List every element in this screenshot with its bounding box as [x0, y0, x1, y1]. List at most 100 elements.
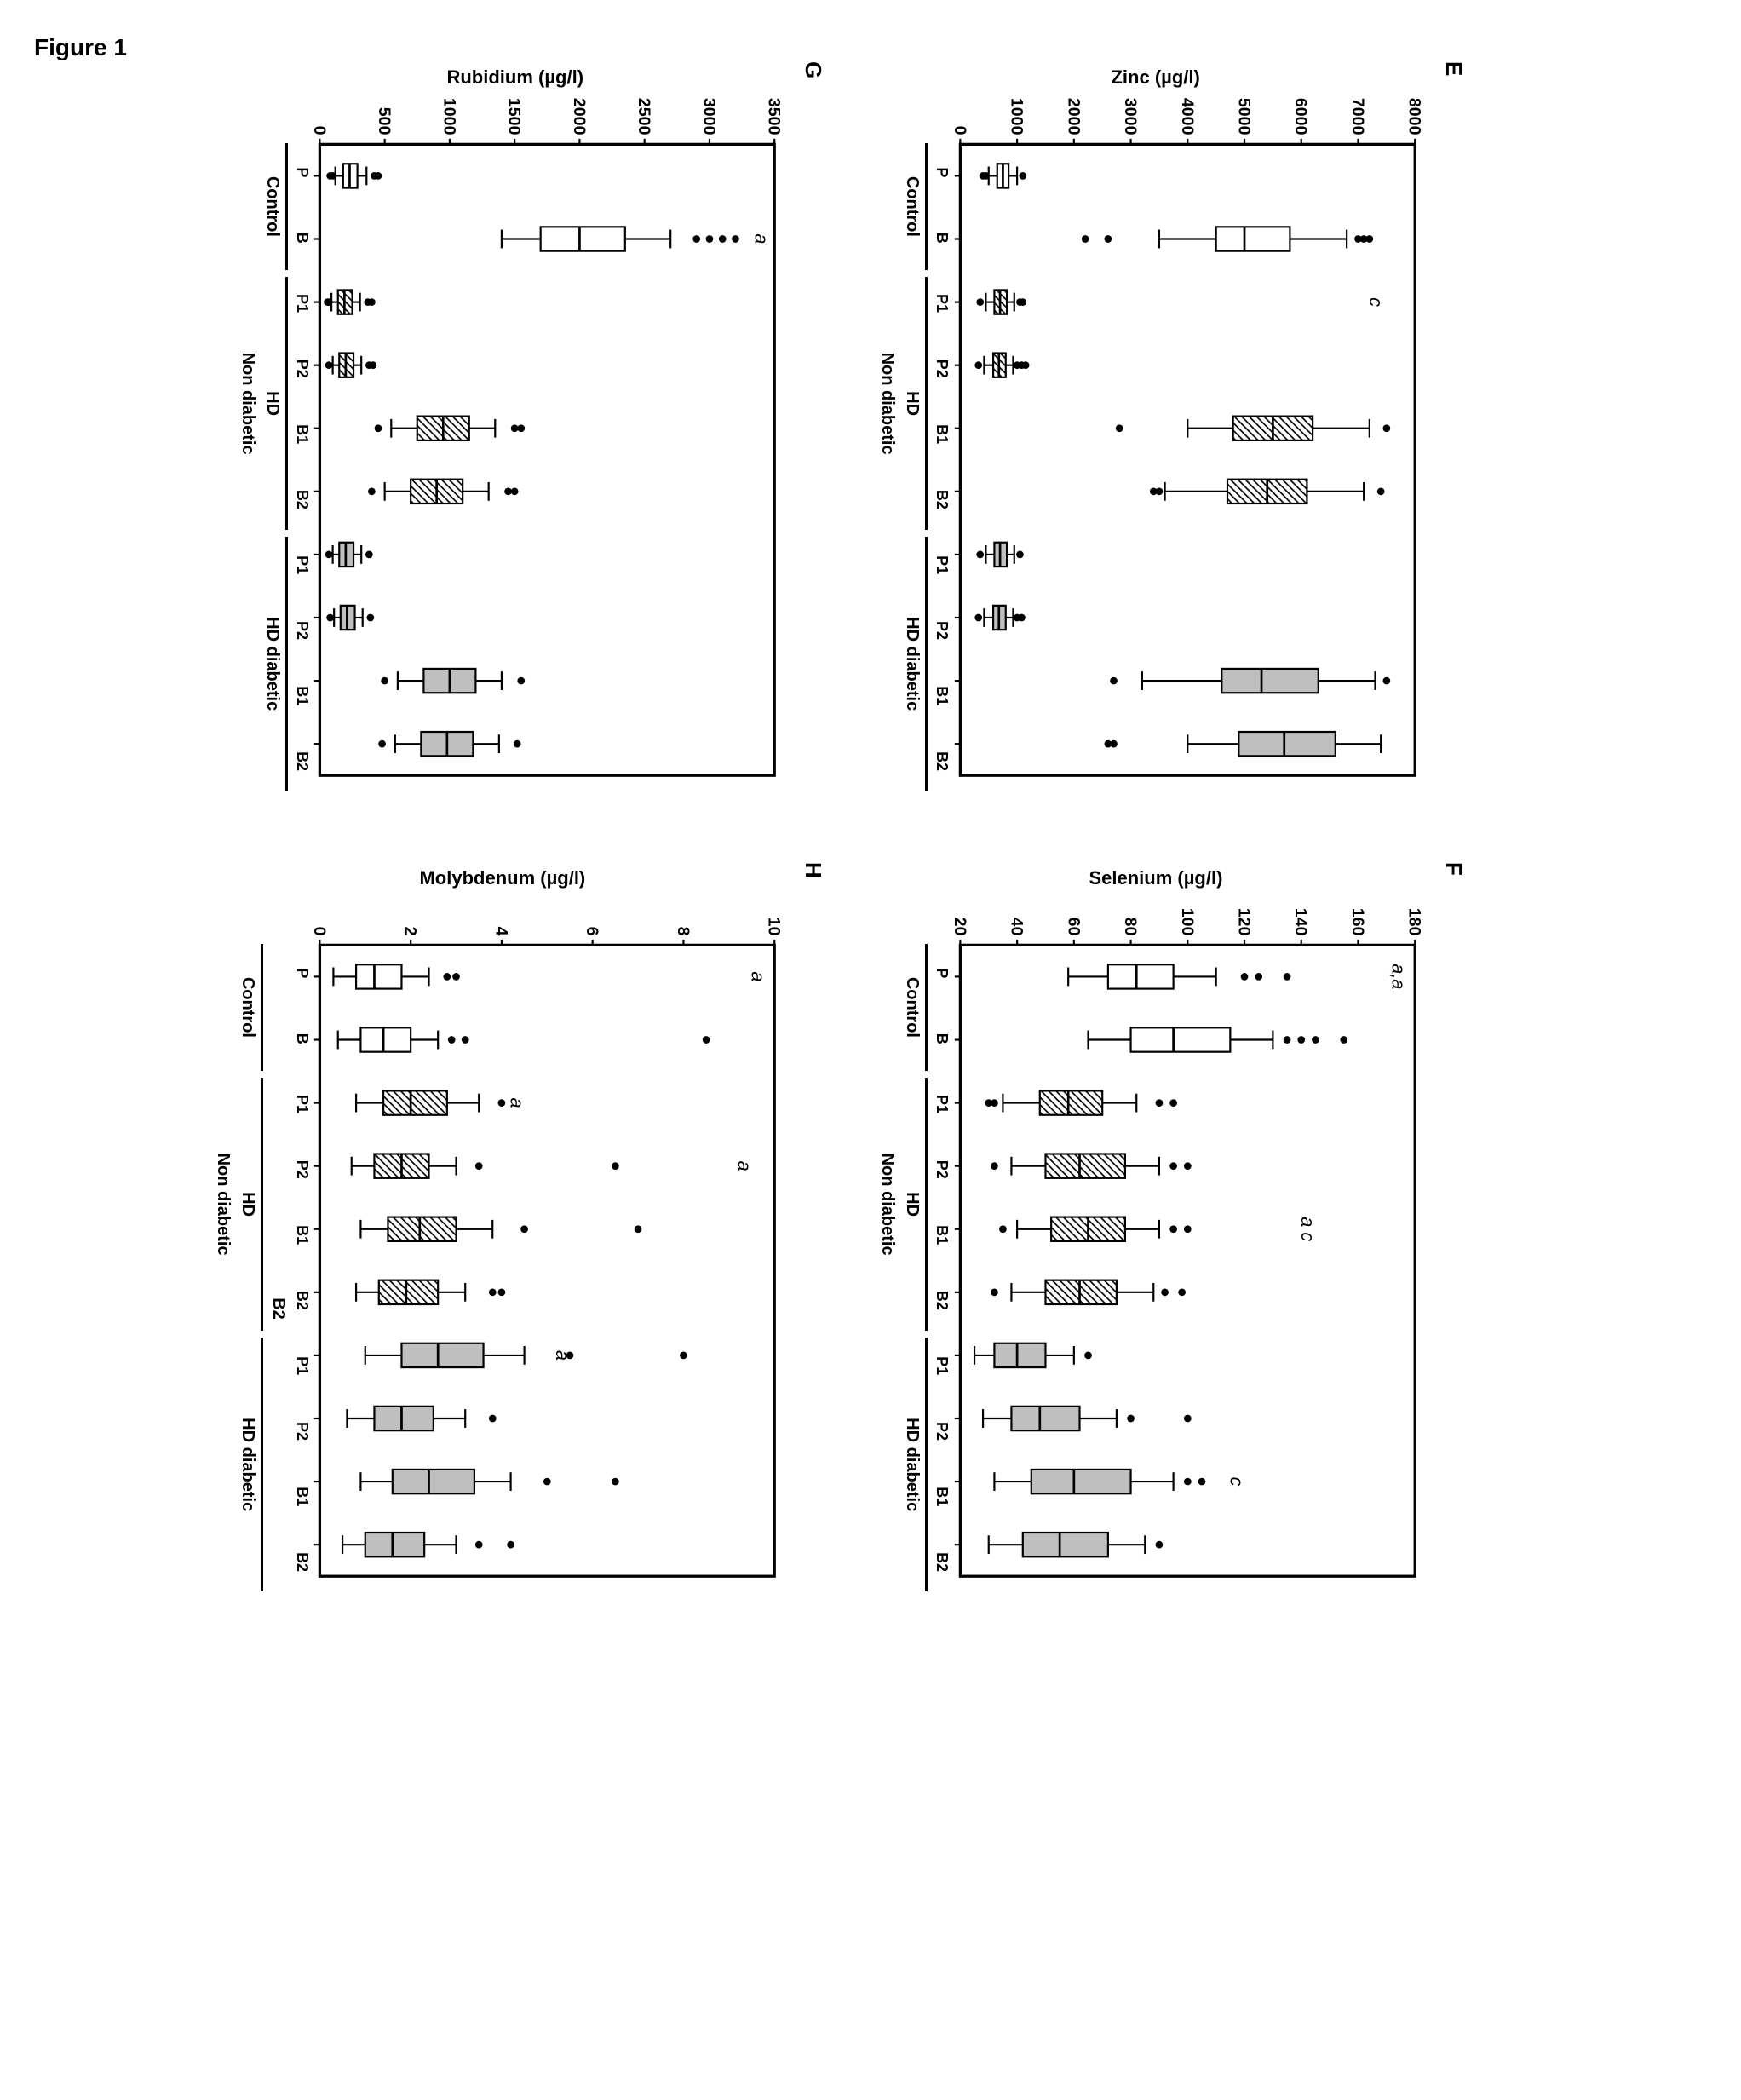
svg-text:3000: 3000 — [700, 98, 719, 135]
xtick-label: P1 — [293, 271, 311, 337]
xtick-label: B1 — [293, 663, 311, 728]
svg-text:120: 120 — [1234, 908, 1253, 936]
svg-text:500: 500 — [376, 107, 394, 135]
xtick-label: B1 — [293, 1202, 311, 1268]
extra-b2-H: B2 — [268, 941, 290, 1595]
svg-text:4000: 4000 — [1178, 98, 1197, 135]
xtick-label: P — [933, 941, 951, 1006]
svg-text:a: a — [751, 233, 773, 244]
svg-text:2000: 2000 — [570, 98, 589, 135]
xtick-label: B — [293, 1006, 311, 1072]
group-label: HD diabetic — [238, 1338, 263, 1591]
svg-text:100: 100 — [1178, 908, 1197, 936]
xtick-label: P1 — [293, 1333, 311, 1399]
xtick-label: P1 — [933, 271, 951, 337]
svg-text:7000: 7000 — [1348, 98, 1367, 135]
subgroup-label — [877, 537, 899, 791]
panel-label-F: F — [1440, 862, 1467, 1595]
xtick-label: P — [293, 140, 311, 205]
xtick-label: P1 — [933, 1072, 951, 1137]
xtick-label: B2 — [293, 728, 311, 794]
xaxis-labels-E: PBP1P2B1B2P1P2B1B2 — [933, 140, 951, 794]
xtick-label: B1 — [293, 1464, 311, 1529]
group-label: HD diabetic — [262, 537, 288, 791]
subgroup-label: Non diabetic — [877, 1078, 899, 1332]
xtick-label: P1 — [293, 1072, 311, 1137]
svg-text:1000: 1000 — [1008, 98, 1026, 135]
panel-E: E Zinc (µg/l) 01000200030004000500060007… — [877, 61, 1467, 794]
group-label: HD diabetic — [902, 1338, 928, 1591]
panel-label-E: E — [1440, 61, 1467, 794]
xtick-label: B2 — [933, 467, 951, 532]
subgroup-label — [877, 1338, 899, 1591]
subgroup-label — [877, 944, 899, 1071]
xtick-label: B — [933, 205, 951, 271]
svg-text:c: c — [1365, 297, 1387, 307]
xtick-label: P2 — [933, 1399, 951, 1464]
ylabel-E: Zinc (µg/l) — [877, 61, 1434, 89]
group-label: Control — [262, 143, 288, 270]
svg-text:2500: 2500 — [635, 98, 654, 135]
group-labels-H: Control HD HD diabetic — [238, 941, 263, 1595]
xtick-label: B — [293, 205, 311, 271]
group-label: Control — [238, 944, 263, 1071]
chart-H: 0246810aaaa — [311, 889, 794, 1595]
svg-text:c: c — [1226, 1477, 1247, 1487]
svg-text:140: 140 — [1291, 908, 1310, 936]
xtick-label: P1 — [933, 1333, 951, 1399]
panel-F: F Selenium (µg/l) 2040608010012014016018… — [877, 862, 1467, 1595]
xtick-label: P2 — [933, 598, 951, 664]
group-label: Control — [902, 944, 928, 1071]
group-label: HD diabetic — [902, 537, 928, 791]
xtick-label: P1 — [293, 532, 311, 598]
svg-text:20: 20 — [951, 918, 968, 936]
xaxis-labels-H: PBP1P2B1B2P1P2B1B2 — [293, 941, 311, 1595]
svg-text:60: 60 — [1064, 918, 1083, 936]
subgroup-labels-E: Non diabetic — [877, 140, 899, 794]
svg-text:a: a — [734, 1161, 756, 1171]
subgroup-label: Non diabetic — [877, 277, 899, 531]
xtick-label: B1 — [933, 663, 951, 728]
xtick-label: B2 — [933, 1529, 951, 1595]
group-labels-F: ControlHDHD diabetic — [902, 941, 928, 1595]
ylabel-F: Selenium (µg/l) — [877, 862, 1434, 889]
ylabel-H: Molybdenum (µg/l) — [213, 862, 794, 889]
xtick-label: B2 — [293, 1529, 311, 1595]
subgroup-labels-H: Non diabetic — [213, 941, 234, 1595]
xtick-label: P2 — [293, 336, 311, 401]
xtick-label: B1 — [293, 401, 311, 467]
svg-text:180: 180 — [1405, 908, 1424, 936]
subgroup-label — [877, 143, 899, 270]
xtick-label: P1 — [933, 532, 951, 598]
xtick-label: P2 — [293, 1136, 311, 1202]
group-label: Control — [902, 143, 928, 270]
panel-label-H: H — [800, 862, 826, 1595]
svg-text:4: 4 — [492, 927, 511, 936]
subgroup-label — [213, 1338, 234, 1591]
chart-F: 20406080100120140160180a,aa cc — [951, 889, 1434, 1595]
svg-text:5000: 5000 — [1234, 98, 1253, 135]
svg-text:0: 0 — [951, 126, 968, 135]
svg-text:8: 8 — [674, 927, 692, 936]
xtick-label: B2 — [933, 728, 951, 794]
xtick-label: B2 — [933, 1268, 951, 1333]
xtick-label: P2 — [933, 336, 951, 401]
subgroup-label — [213, 944, 234, 1071]
xtick-label: B1 — [933, 1202, 951, 1268]
xtick-label: B1 — [933, 1464, 951, 1529]
subgroup-labels-G: Non diabetic — [238, 140, 259, 794]
panels-grid: E Zinc (µg/l) 01000200030004000500060007… — [274, 61, 1467, 1595]
svg-text:2000: 2000 — [1064, 98, 1083, 135]
svg-text:a,a: a,a — [1388, 964, 1410, 989]
svg-text:1000: 1000 — [440, 98, 459, 135]
group-label: HD — [238, 1078, 263, 1332]
xtick-label: B1 — [933, 401, 951, 467]
subgroup-labels-F: Non diabetic — [877, 941, 899, 1595]
svg-text:40: 40 — [1008, 918, 1026, 936]
svg-text:0: 0 — [311, 126, 329, 135]
xtick-label: P2 — [933, 1136, 951, 1202]
figure-title: Figure 1 — [34, 34, 1707, 61]
group-label: HD — [902, 277, 928, 531]
panel-G: G Rubidium (µg/l) 0500100015002000250030… — [213, 61, 827, 794]
svg-text:3500: 3500 — [765, 98, 784, 135]
